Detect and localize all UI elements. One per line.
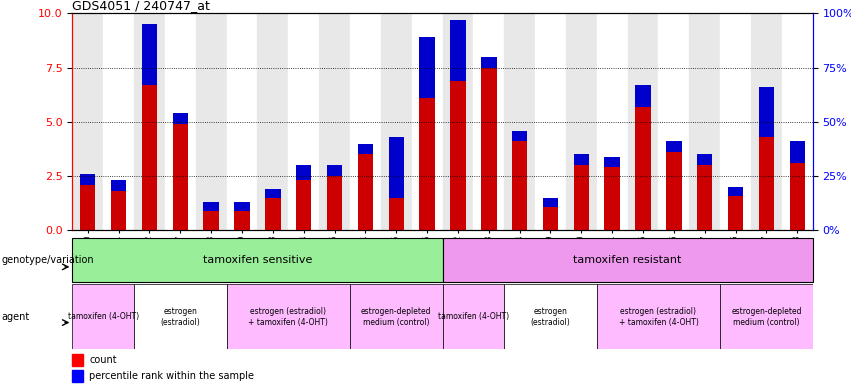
Bar bbox=[450, 20, 465, 230]
Text: tamoxifen (4-OHT): tamoxifen (4-OHT) bbox=[437, 312, 509, 321]
Bar bbox=[720, 13, 751, 230]
Bar bbox=[173, 113, 188, 124]
Bar bbox=[666, 141, 682, 152]
Bar bbox=[481, 57, 496, 230]
Bar bbox=[226, 13, 257, 230]
Bar bbox=[443, 238, 813, 282]
Bar bbox=[597, 13, 627, 230]
Bar bbox=[72, 284, 134, 349]
Text: estrogen (estradiol)
+ tamoxifen (4-OHT): estrogen (estradiol) + tamoxifen (4-OHT) bbox=[619, 307, 699, 326]
Bar bbox=[728, 187, 743, 196]
Bar bbox=[473, 13, 504, 230]
Bar bbox=[574, 154, 589, 165]
Bar bbox=[636, 85, 651, 107]
Text: estrogen (estradiol)
+ tamoxifen (4-OHT): estrogen (estradiol) + tamoxifen (4-OHT) bbox=[248, 307, 328, 326]
Bar bbox=[790, 141, 805, 163]
Bar bbox=[450, 20, 465, 81]
Bar bbox=[697, 154, 712, 230]
Bar bbox=[327, 165, 342, 176]
Bar bbox=[72, 354, 83, 366]
Bar bbox=[357, 144, 373, 154]
Bar bbox=[288, 13, 319, 230]
Bar bbox=[103, 13, 134, 230]
Bar bbox=[574, 154, 589, 230]
Bar bbox=[196, 13, 226, 230]
Bar bbox=[80, 174, 95, 185]
Bar bbox=[165, 13, 196, 230]
Bar bbox=[782, 13, 813, 230]
Bar bbox=[134, 284, 226, 349]
Bar bbox=[481, 57, 496, 68]
Bar bbox=[134, 13, 165, 230]
Bar bbox=[512, 131, 528, 141]
Bar bbox=[720, 284, 813, 349]
Bar bbox=[759, 87, 774, 137]
Bar bbox=[203, 202, 219, 211]
Bar bbox=[759, 87, 774, 230]
Bar bbox=[296, 165, 311, 230]
Text: count: count bbox=[89, 355, 117, 365]
Bar bbox=[636, 85, 651, 230]
Bar bbox=[266, 189, 281, 198]
Bar bbox=[604, 157, 620, 167]
Text: estrogen
(estradiol): estrogen (estradiol) bbox=[531, 307, 570, 326]
Bar bbox=[80, 174, 95, 230]
Bar bbox=[412, 13, 443, 230]
Bar bbox=[357, 144, 373, 230]
Bar bbox=[597, 284, 720, 349]
Bar bbox=[380, 13, 412, 230]
Text: percentile rank within the sample: percentile rank within the sample bbox=[89, 371, 254, 381]
Bar bbox=[257, 13, 288, 230]
Bar bbox=[296, 165, 311, 180]
Bar bbox=[234, 202, 249, 211]
Text: GDS4051 / 240747_at: GDS4051 / 240747_at bbox=[72, 0, 210, 12]
Bar bbox=[443, 13, 473, 230]
Bar bbox=[111, 180, 126, 230]
Bar bbox=[535, 13, 566, 230]
Bar bbox=[319, 13, 350, 230]
Bar bbox=[111, 180, 126, 191]
Bar bbox=[604, 157, 620, 230]
Bar bbox=[504, 284, 597, 349]
Text: estrogen
(estradiol): estrogen (estradiol) bbox=[161, 307, 200, 326]
Text: tamoxifen (4-OHT): tamoxifen (4-OHT) bbox=[67, 312, 139, 321]
Bar bbox=[543, 198, 558, 230]
Bar bbox=[627, 13, 659, 230]
Bar bbox=[728, 187, 743, 230]
Text: genotype/variation: genotype/variation bbox=[2, 255, 94, 265]
Bar bbox=[420, 37, 435, 230]
Bar bbox=[234, 202, 249, 230]
Bar bbox=[72, 238, 443, 282]
Text: tamoxifen resistant: tamoxifen resistant bbox=[574, 255, 682, 265]
Bar bbox=[443, 284, 504, 349]
Text: estrogen-depleted
medium (control): estrogen-depleted medium (control) bbox=[731, 307, 802, 326]
Bar bbox=[389, 137, 404, 230]
Bar bbox=[72, 370, 83, 382]
Bar bbox=[266, 189, 281, 230]
Bar bbox=[697, 154, 712, 165]
Bar bbox=[389, 137, 404, 198]
Bar bbox=[659, 13, 689, 230]
Bar bbox=[72, 13, 103, 230]
Bar bbox=[566, 13, 597, 230]
Bar bbox=[350, 284, 443, 349]
Bar bbox=[689, 13, 720, 230]
Bar bbox=[350, 13, 380, 230]
Text: tamoxifen sensitive: tamoxifen sensitive bbox=[203, 255, 312, 265]
Bar bbox=[751, 13, 782, 230]
Bar bbox=[666, 141, 682, 230]
Bar bbox=[226, 284, 350, 349]
Bar bbox=[173, 113, 188, 230]
Bar bbox=[790, 141, 805, 230]
Text: agent: agent bbox=[2, 312, 30, 322]
Bar bbox=[142, 24, 157, 230]
Bar bbox=[327, 165, 342, 230]
Text: estrogen-depleted
medium (control): estrogen-depleted medium (control) bbox=[361, 307, 431, 326]
Bar bbox=[142, 24, 157, 85]
Bar bbox=[203, 202, 219, 230]
Bar bbox=[543, 198, 558, 207]
Bar bbox=[512, 131, 528, 230]
Bar bbox=[420, 37, 435, 98]
Bar bbox=[504, 13, 535, 230]
